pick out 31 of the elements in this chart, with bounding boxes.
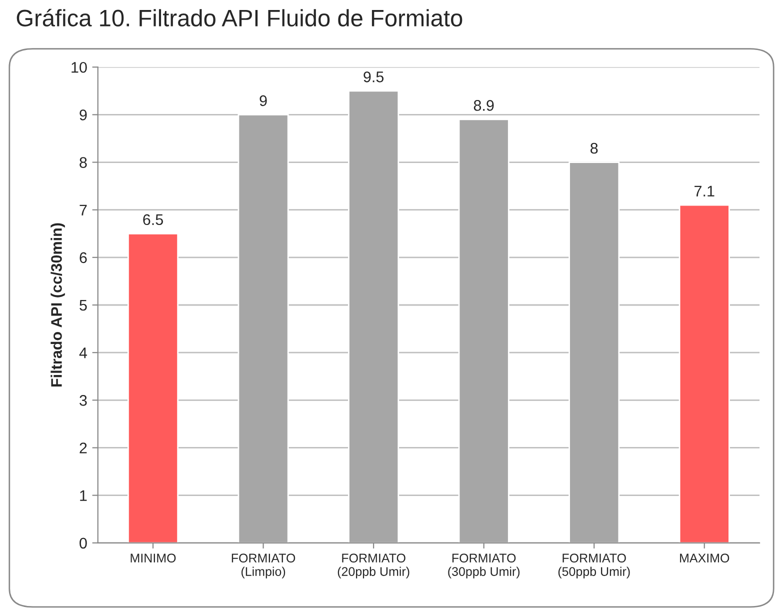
bar <box>568 162 620 543</box>
bar <box>128 232 179 543</box>
x-tick-label: FORMIATO (Limpio) <box>232 554 296 578</box>
y-tick-label: 5 <box>80 300 87 311</box>
y-tick-label: 10 <box>72 62 87 73</box>
y-tick-label: 4 <box>79 348 88 358</box>
y-tick-label: 3 <box>80 395 87 406</box>
y-tick-label: 9 <box>80 110 87 120</box>
data-label: 6.5 <box>143 214 163 226</box>
x-tick-label: MINIMO <box>130 554 176 562</box>
data-label: 9 <box>260 95 267 106</box>
chart-title: Gráfica 10. Filtrado API Fluido de Formiato <box>16 8 462 26</box>
y-tick-label: 7 <box>80 204 87 216</box>
x-tick-label: FORMIATO (30ppb Umir) <box>448 554 520 578</box>
y-axis-title: Filtrado API (cc/30min) <box>50 223 65 386</box>
bar <box>238 114 289 543</box>
y-tick-label: 8 <box>80 157 87 168</box>
y-tick-label: 1 <box>80 490 87 501</box>
x-tick-label: FORMIATO (20ppb Umir) <box>338 554 410 578</box>
data-label: 8 <box>590 142 598 154</box>
y-tick-label: 2 <box>80 442 87 454</box>
bar <box>348 90 400 543</box>
y-tick-label: 6 <box>80 252 87 264</box>
y-tick-label: 0 <box>80 538 87 549</box>
x-tick-label: FORMIATO (50ppb Umir) <box>558 554 630 578</box>
bar <box>678 204 730 543</box>
x-tick-label: MAXIMO <box>680 554 730 562</box>
data-label: 8.9 <box>474 100 494 111</box>
data-label: 7.1 <box>694 186 714 196</box>
data-label: 9.5 <box>364 71 384 82</box>
bar <box>458 118 510 543</box>
